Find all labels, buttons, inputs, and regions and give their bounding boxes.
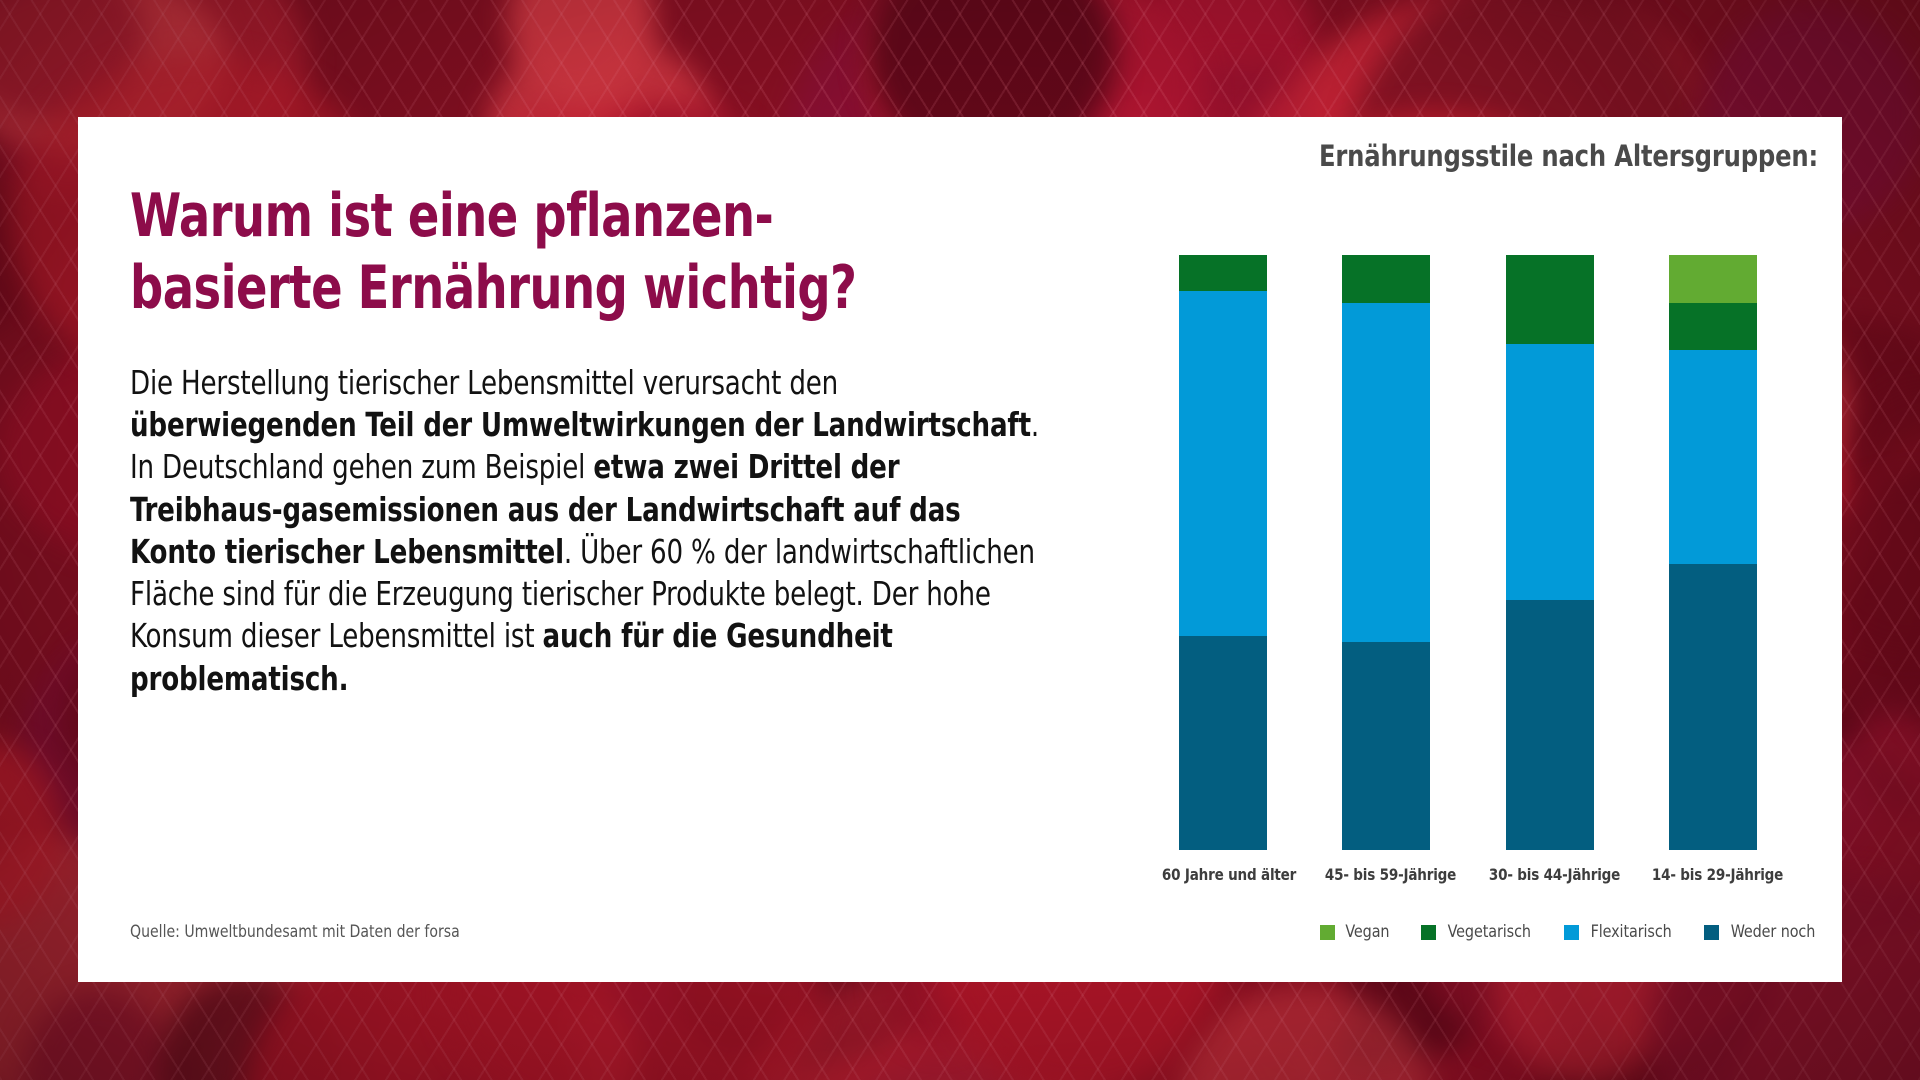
- body-text-run: . In Deutschland gehen zum Beispiel: [130, 405, 1040, 487]
- body-text-run: . Über 60 % der landwirtschaftlichen Flä…: [130, 531, 1035, 656]
- stacked-bar[interactable]: [1179, 255, 1267, 850]
- bar-segment-weder-noch[interactable]: [1179, 635, 1267, 850]
- stacked-bar[interactable]: [1342, 255, 1431, 850]
- bar-segment-flexitarisch[interactable]: [1505, 344, 1594, 601]
- source-note: Quelle: Umweltbundesamt mit Daten der fo…: [130, 922, 460, 942]
- bar-group: [1321, 255, 1451, 850]
- x-axis-label: 45- bis 59-Jährige: [1325, 865, 1457, 884]
- bar-segment-flexitarisch[interactable]: [1179, 290, 1267, 636]
- bar-segment-weder-noch[interactable]: [1668, 564, 1757, 850]
- bar-group: [1485, 255, 1615, 850]
- bar-segment-weder-noch[interactable]: [1505, 600, 1594, 850]
- bar-group: [1648, 255, 1778, 850]
- bar-segment-flexitarisch[interactable]: [1668, 350, 1757, 565]
- legend-item[interactable]: Vegetarisch: [1421, 922, 1534, 942]
- legend-item[interactable]: Vegan: [1320, 922, 1391, 942]
- legend-swatch-icon: [1563, 924, 1579, 940]
- content-card: Warum ist eine pflanzen- basierte Ernähr…: [78, 117, 1842, 982]
- body-paragraph: Die Herstellung tierischer Lebensmittel …: [130, 362, 1045, 700]
- legend-label: Flexitarisch: [1590, 922, 1672, 942]
- body-text-emphasis: überwiegenden Teil der Umweltwirkungen d…: [130, 405, 1031, 445]
- x-axis-label: 60 Jahre und älter: [1161, 865, 1297, 884]
- body-text-emphasis: auch für die Gesundheit problematisch.: [130, 616, 893, 698]
- page-title: Warum ist eine pflanzen- basierte Ernähr…: [130, 181, 857, 323]
- bar-segment-vegan[interactable]: [1668, 255, 1757, 303]
- stacked-bar[interactable]: [1668, 255, 1757, 850]
- chart-x-axis-labels: 60 Jahre und älter 45- bis 59-Jährige 30- …: [1158, 865, 1784, 884]
- legend-label: Vegetarisch: [1447, 922, 1532, 942]
- stacked-bar[interactable]: [1505, 255, 1594, 850]
- x-axis-label: 30- bis 44-Jährige: [1488, 865, 1620, 884]
- body-text-run: Die Herstellung tierischer Lebensmittel …: [130, 363, 839, 402]
- bar-segment-vegetarisch[interactable]: [1505, 255, 1594, 345]
- bar-segment-vegetarisch[interactable]: [1668, 302, 1757, 351]
- legend-label: Weder noch: [1730, 922, 1816, 942]
- bar-group: [1158, 255, 1288, 850]
- legend-label: Vegan: [1345, 922, 1390, 942]
- bar-segment-vegetarisch[interactable]: [1179, 255, 1267, 291]
- chart-legend: Vegan Vegetarisch Flexitarisch Weder noch: [1078, 922, 1818, 942]
- body-text-emphasis: etwa zwei Drittel der Treibhaus-gasemiss…: [130, 447, 961, 571]
- bar-segment-flexitarisch[interactable]: [1342, 302, 1431, 642]
- chart-title: Ernährungsstile nach Altersgruppen:: [1318, 139, 1818, 173]
- legend-swatch-icon: [1704, 924, 1720, 940]
- x-axis-label: 14- bis 29-Jährige: [1651, 865, 1784, 884]
- left-column: Warum ist eine pflanzen- basierte Ernähr…: [130, 180, 1050, 700]
- chart-panel: Ernährungsstile nach Altersgruppen: 60 J…: [1078, 117, 1842, 982]
- legend-item[interactable]: Weder noch: [1704, 922, 1818, 942]
- bar-segment-weder-noch[interactable]: [1342, 641, 1431, 850]
- legend-swatch-icon: [1421, 924, 1437, 940]
- legend-swatch-icon: [1320, 924, 1336, 940]
- bar-segment-vegetarisch[interactable]: [1342, 255, 1431, 303]
- stacked-bar-chart: [1158, 255, 1778, 850]
- legend-item[interactable]: Flexitarisch: [1563, 922, 1674, 942]
